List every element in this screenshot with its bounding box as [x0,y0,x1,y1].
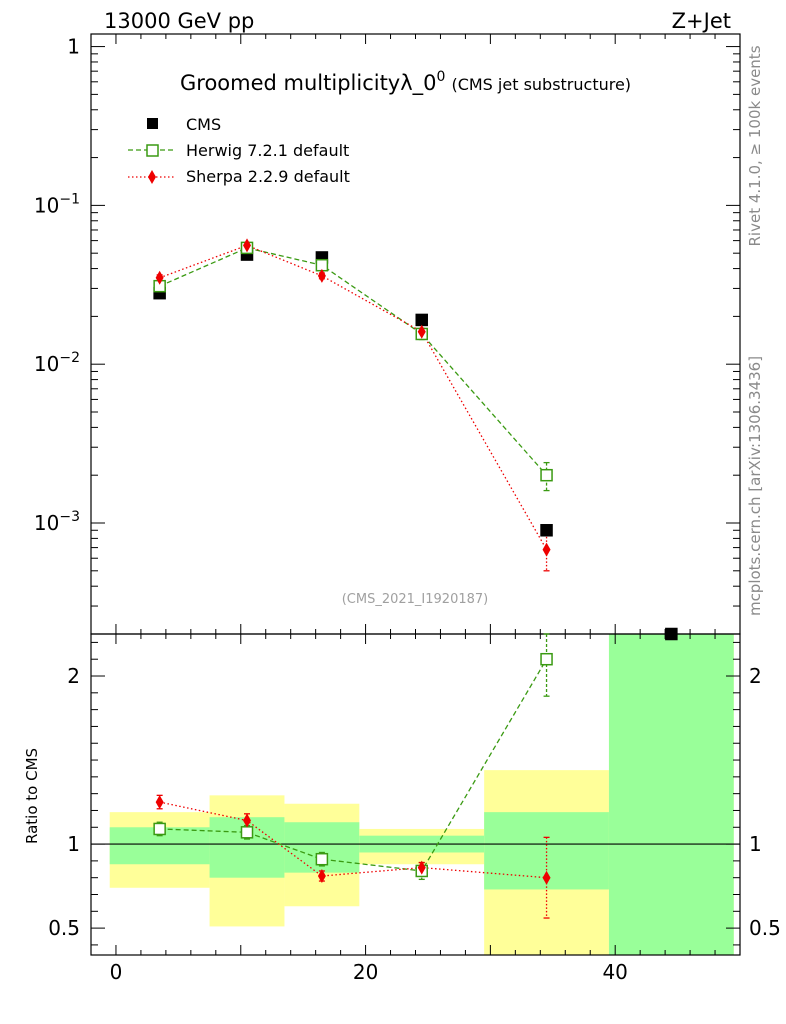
y-tick-label: 10−1 [34,191,80,217]
ratio-herwig-point [315,852,329,866]
ratio-herwig-point [240,826,254,839]
ratio-sherpa-point [243,813,252,828]
x-tick-label: 20 [353,960,378,984]
ratio-y-tick-label: 2 [67,664,80,688]
ratio-herwig-point [153,822,166,836]
analysis-watermark: (CMS_2021_I1920187) [342,592,489,607]
data-series [153,238,678,919]
legend-label-cms: CMS [186,115,221,134]
legend: CMS Herwig 7.2.1 default Sherpa 2.2.9 de… [128,115,350,186]
herwig-line [159,247,548,476]
plot-title-subtitle: (CMS jet substructure) [451,75,631,94]
rivet-label: Rivet 4.1.0, ≥ 100k events [746,45,764,246]
ratio-sherpa-line [159,801,547,879]
plot-title-superscript: 0 [437,69,446,85]
ratio-y-tick-label-right: 0.5 [749,916,781,940]
y-tick-label-exponent: −2 [59,350,80,366]
legend-label-herwig: Herwig 7.2.1 default [186,141,349,160]
y-tick-label-base: 1 [67,35,80,59]
y-tick-label-base: 10 [34,352,59,376]
legend-marker-cms [147,118,158,129]
ratio-sherpa-point [542,870,551,885]
ratio-bands [109,634,734,955]
ratio-herwig-line [159,658,548,872]
uncertainty-band-inner [608,634,734,955]
ratio-y-tick-label: 1 [67,832,80,856]
x-tick-label: 40 [602,960,627,984]
x-tick-label: 0 [110,960,123,984]
y-tick-label: 10−3 [34,509,80,535]
legend-label-sherpa: Sherpa 2.2.9 default [186,167,350,186]
y-tick-label-base: 10 [34,511,59,535]
process-label: Z+Jet [672,9,731,33]
y-tick-label-exponent: −3 [59,509,80,525]
plot-title-main: Groomed multiplicityλ_0 [180,71,437,96]
ratio-sherpa-point [417,860,426,875]
ratio-sherpa-point [317,869,326,884]
sherpa-point [155,270,164,285]
ratio-y-tick-label-right: 1 [749,832,762,856]
legend-marker-herwig [146,144,159,157]
ratio-ylabel: Ratio to CMS [23,748,41,844]
sherpa-point [243,238,252,253]
sherpa-point [317,268,326,283]
ratio-y-tick-label-right: 2 [749,664,762,688]
sherpa-point [417,324,426,339]
cms-data-point [665,627,678,641]
mcplots-label: mcplots.cern.ch [arXiv:1306.3436] [746,356,764,616]
plot-title: Groomed multiplicityλ_00 (CMS jet substru… [180,69,631,96]
energy-label: 13000 GeV pp [104,9,254,33]
y-tick-label-exponent: −1 [59,191,80,207]
sherpa-line [159,244,548,550]
ratio-y-tick-label: 0.5 [48,916,80,940]
ratio-sherpa-point [155,795,164,810]
legend-marker-sherpa [148,170,156,184]
sherpa-point [542,542,551,557]
herwig-point [540,468,553,482]
y-tick-label: 1 [67,35,80,59]
y-tick-label-base: 10 [34,193,59,217]
y-tick-label: 10−2 [34,350,80,376]
cms-data-point [415,313,428,327]
cms-data-point [540,524,553,537]
ratio-herwig-point [540,652,553,666]
